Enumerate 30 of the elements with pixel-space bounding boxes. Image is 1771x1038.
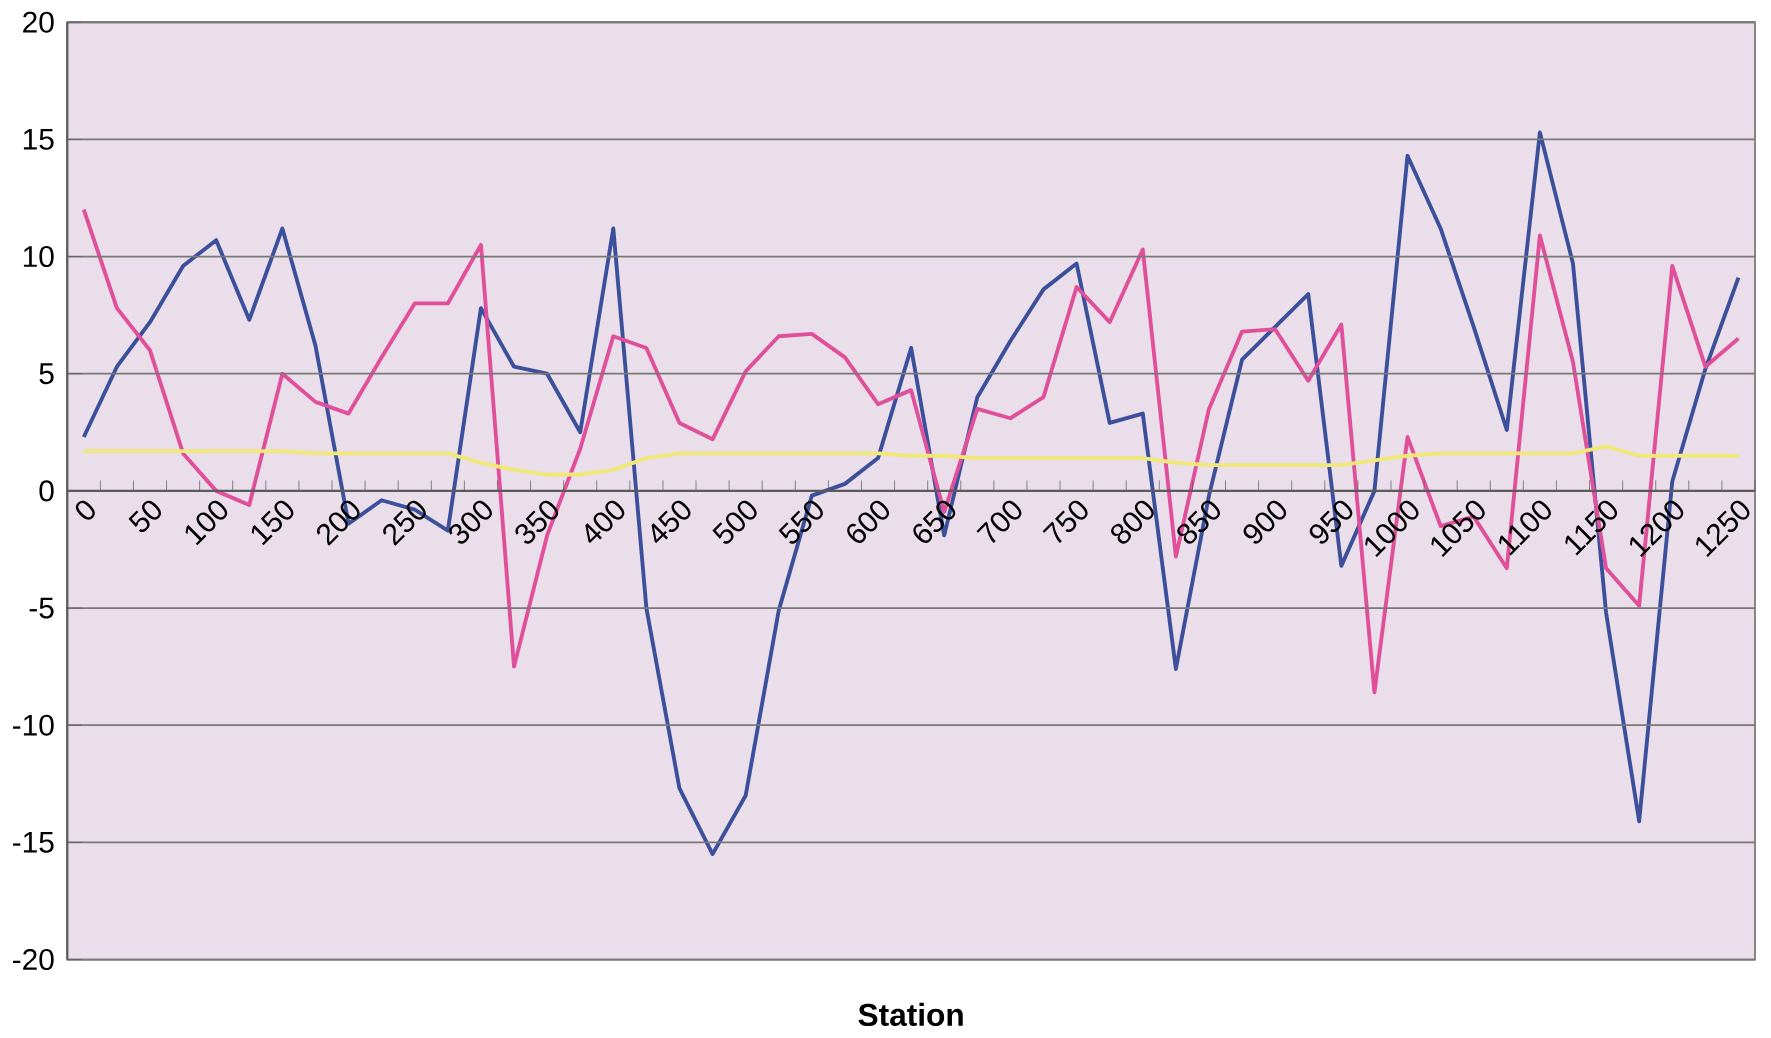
y-tick-label: 15 <box>23 129 54 150</box>
y-tick-label: -5 <box>29 597 54 619</box>
x-tick-label: 650 <box>913 500 956 544</box>
x-tick-label: 450 <box>651 500 691 544</box>
x-tick-label: 500 <box>712 500 757 544</box>
x-tick-label: 150 <box>251 500 294 546</box>
x-tick-label: 100 <box>185 500 228 546</box>
x-tick-label: 200 <box>316 500 360 546</box>
x-tick-label: 900 <box>1243 500 1287 544</box>
y-tick-label: -10 <box>13 714 54 736</box>
y-tick-label: 0 <box>39 480 54 502</box>
y-tick-label: 10 <box>23 246 54 268</box>
x-tick-label: 350 <box>515 500 559 544</box>
x-tick-label: 950 <box>1309 500 1353 544</box>
x-tick-label: 700 <box>976 500 1022 544</box>
y-tick-label: -15 <box>13 832 54 853</box>
x-tick-label: 600 <box>847 500 890 544</box>
x-tick-label: 50 <box>128 500 162 533</box>
x-tick-label: 300 <box>449 500 492 544</box>
x-axis-title: Station <box>858 1002 963 1027</box>
x-tick-label: 250 <box>383 500 426 546</box>
y-tick-label: 5 <box>39 363 54 385</box>
x-tick-label: 400 <box>585 500 625 544</box>
x-tick-label: 0 <box>75 500 95 520</box>
x-tick-label: 750 <box>1042 500 1088 544</box>
x-tick-label: 850 <box>1177 500 1220 544</box>
y-tick-label: 20 <box>23 11 54 33</box>
y-tick-label: -20 <box>13 949 54 971</box>
x-tick-label: 800 <box>1111 500 1154 544</box>
x-tick-label: 550 <box>778 500 823 544</box>
